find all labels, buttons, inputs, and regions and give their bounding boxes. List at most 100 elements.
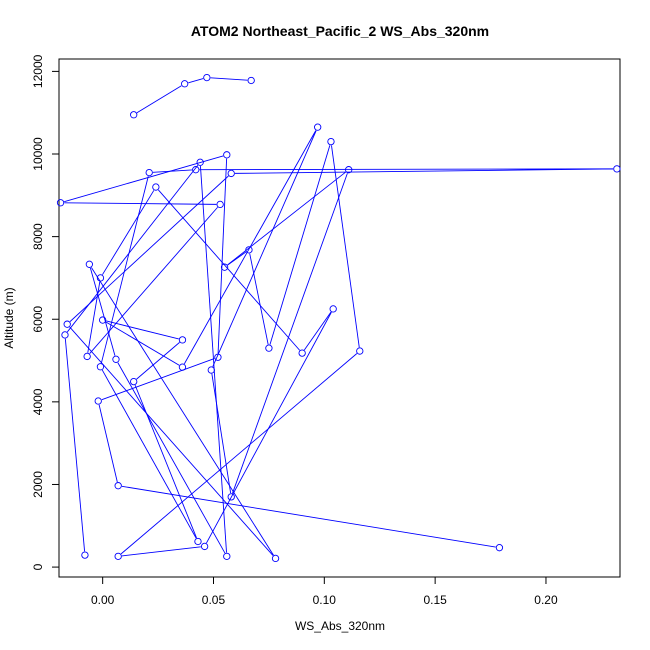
data-point [245, 246, 253, 254]
series-segment [188, 78, 204, 84]
series-segment [232, 173, 348, 494]
series-layer [56, 73, 621, 563]
series-segment [64, 338, 86, 552]
data-point [327, 137, 335, 146]
data-point [192, 166, 200, 174]
data-point [130, 377, 138, 386]
data-point [203, 73, 211, 82]
series-segment [91, 267, 274, 556]
data-point [130, 111, 138, 119]
x-tick-label: 0.10 [313, 593, 337, 607]
x-axis-label: WS_Abs_320nm [295, 619, 385, 633]
series-segment [89, 206, 218, 354]
data-point [112, 355, 120, 363]
data-point [345, 166, 353, 174]
data-point [223, 151, 231, 159]
data-point [223, 552, 231, 560]
series-segment [89, 267, 116, 356]
y-tick-label: 6000 [31, 306, 45, 333]
y-tick-label: 8000 [31, 223, 45, 250]
series-segment [235, 168, 614, 174]
series-segment [211, 373, 232, 494]
series-segment [101, 358, 215, 401]
series-segment [120, 353, 358, 555]
y-tick-label: 10000 [31, 137, 45, 171]
series-segment [101, 369, 197, 539]
data-point [207, 366, 215, 374]
series-segment [69, 326, 274, 556]
series-segment [136, 342, 180, 380]
series-segment [64, 202, 217, 205]
series-segment [136, 85, 182, 114]
x-tick-label: 0.05 [202, 593, 226, 607]
data-point [152, 183, 160, 191]
chart-title: ATOM2 Northeast_Pacific_2 WS_Abs_320nm [191, 23, 489, 39]
data-point [216, 200, 224, 209]
data-point [329, 305, 337, 313]
data-point [200, 542, 209, 551]
data-point [56, 199, 65, 207]
data-point [214, 353, 222, 361]
series-segment [64, 155, 224, 203]
data-point [114, 482, 122, 490]
data-point [99, 316, 107, 324]
data-point [181, 80, 189, 88]
y-axis: 0 2000 4000 6000 8000 10000 12000 [31, 54, 59, 570]
series-segment [69, 175, 229, 322]
y-tick-label: 4000 [31, 388, 45, 415]
series-segment [106, 320, 179, 340]
x-tick-label: 0.00 [91, 593, 115, 607]
series-segment [121, 485, 496, 548]
data-point [96, 274, 105, 282]
series-segment [331, 145, 360, 348]
data-point [298, 349, 306, 357]
data-point [178, 336, 187, 344]
data-point [247, 76, 255, 85]
series-segment [212, 130, 317, 367]
series-segment [152, 169, 192, 173]
series-segment [98, 404, 118, 483]
data-point [196, 158, 204, 166]
data-point [85, 260, 94, 268]
series-segment [199, 166, 227, 553]
data-point [227, 493, 235, 501]
y-tick-label: 12000 [31, 54, 45, 88]
series-segment [134, 384, 197, 539]
data-point [145, 168, 153, 177]
series-segment [66, 164, 199, 333]
series-segment [249, 253, 269, 345]
data-point [178, 363, 187, 371]
data-point [271, 554, 280, 563]
series-segment [199, 168, 614, 171]
series-segment [121, 546, 201, 557]
series-segment [210, 77, 248, 81]
series-segment [102, 190, 155, 275]
series-segment [117, 362, 226, 554]
data-point [96, 363, 105, 371]
y-axis-label: Altitude (m) [2, 287, 16, 348]
data-point [613, 165, 621, 173]
series-segment [269, 145, 331, 345]
data-point [94, 397, 102, 405]
data-point [495, 544, 504, 552]
x-tick-label: 0.20 [534, 593, 558, 607]
plot-frame [58, 58, 621, 578]
series-segment [158, 189, 300, 351]
y-tick-label: 0 [31, 563, 45, 570]
series-segment [227, 171, 346, 266]
x-axis: 0.00 0.05 0.10 0.15 0.20 [91, 577, 558, 607]
data-point [83, 352, 91, 361]
data-point [194, 537, 202, 546]
data-point [114, 552, 122, 560]
data-point [63, 320, 71, 328]
series-segment [206, 312, 332, 544]
data-point [220, 263, 229, 271]
series-segment [100, 176, 149, 364]
series-segment [217, 158, 228, 354]
data-point [265, 344, 273, 352]
series-segment [105, 321, 180, 366]
x-tick-label: 0.15 [423, 593, 447, 607]
data-point [227, 169, 235, 178]
